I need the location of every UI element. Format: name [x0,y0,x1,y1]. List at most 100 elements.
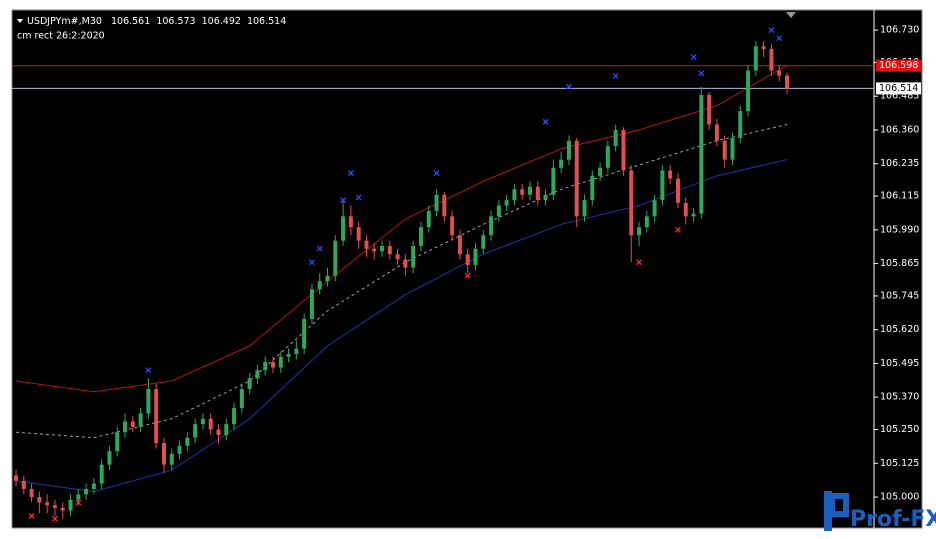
candle-body [418,227,423,247]
candle-body [185,437,190,446]
candle-body [232,407,237,425]
candle-body [387,246,392,255]
candle-body [146,389,151,414]
last-low: 106.492 [202,16,241,27]
candle-body [675,178,680,203]
menu-arrow [17,19,23,23]
candle-body [348,216,353,228]
candle-body [29,488,34,498]
candle-body [551,167,556,195]
candle-body [442,194,447,217]
candle-body [769,48,774,71]
candle-body [629,170,634,236]
candle-body [255,370,260,379]
candle-body [714,124,719,141]
candle-body [278,356,283,368]
candle-body [154,389,159,444]
candle-body [535,186,540,201]
fractal-marker [690,54,697,61]
logo-bowl [829,493,849,517]
fractal-marker [542,118,549,125]
candle-body [566,140,571,160]
indicator-line [15,159,788,493]
level-label-box [876,82,921,95]
candle-body [582,200,587,217]
level-label: 106.598 [879,60,918,71]
symbol: USDJPYm#,M30 [27,16,102,27]
shift-marker [786,12,796,18]
candle-body [574,140,579,217]
y-tick-label: 105.000 [880,492,919,503]
y-tick-label: 106.485 [880,91,919,102]
candle-body [21,480,26,489]
candle-body [660,170,665,201]
last-close: 106.514 [247,16,286,27]
candle-body [333,240,338,276]
candle-body [60,507,65,511]
candle-body [605,146,610,168]
logo-bar [824,491,832,531]
candle-body [224,424,229,435]
candle-body [481,235,486,249]
candle-body [590,175,595,201]
candle-body [364,240,369,249]
candle-body [473,248,478,265]
candle-body [177,445,182,454]
fractal-marker [636,259,642,266]
candle-body [68,499,73,511]
fractal-marker [565,83,572,90]
candle-body [200,418,205,425]
candle-body [426,210,431,228]
candle-body [543,194,548,201]
y-tick-label: 105.370 [880,392,919,403]
candle-body [613,129,618,147]
y-tick-label: 105.620 [880,324,919,335]
candle-body [644,216,649,228]
candle-body [356,227,361,241]
candle-body [738,111,743,139]
level-label-box [876,59,921,72]
candle-body [722,140,727,160]
indicator-line [15,124,788,439]
y-tick-label: 106.115 [880,191,919,202]
fractal-marker [612,73,619,79]
chart-header: USDJPYm#,M30 106.561 106.573 106.492 106… [27,16,286,27]
candle-body [317,281,322,290]
fractal-marker [768,27,775,34]
candle-body [216,429,221,435]
fractal-marker [355,194,362,201]
last-high: 106.573 [156,16,195,27]
candle-body [621,129,626,171]
watermark-logo: Prof-FX [824,491,936,532]
candle-body [637,227,642,236]
candle-body [309,289,314,319]
candle-body [598,167,603,176]
fractal-marker [675,226,681,233]
candle-body [403,259,408,268]
level-label: 106.514 [879,83,918,94]
candle-body [130,421,135,427]
y-tick-label: 106.235 [880,158,919,169]
candle-body [691,213,696,217]
fractal-marker [347,170,354,177]
candle-body [457,235,462,255]
candle-body [14,475,18,481]
candle-body [45,502,50,506]
candle-body [99,464,104,484]
fractal-marker [698,70,705,77]
candle-body [652,200,657,217]
fractal-marker [308,259,315,266]
fractal-marker [340,197,347,204]
candle-body [683,202,688,217]
candle-body [496,205,501,217]
candle-body [753,46,758,71]
candle-body [161,443,166,465]
candle-body [325,275,330,282]
candle-body [247,378,252,390]
candle-body [286,353,291,357]
y-tick-label: 105.125 [880,458,919,469]
candle-body [761,46,766,49]
candle-body [395,254,400,260]
